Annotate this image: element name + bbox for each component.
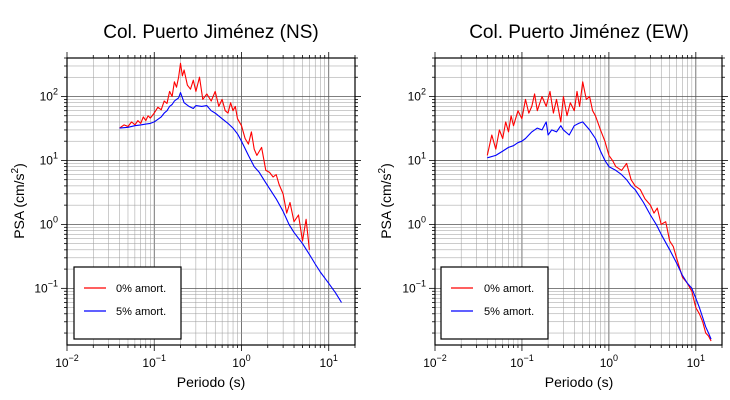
x-tick-label: 10−1 bbox=[510, 353, 534, 370]
x-tick-label: 10−2 bbox=[423, 353, 447, 370]
y-axis-label: PSA (cm/s2) bbox=[377, 163, 394, 239]
x-tick-label: 10−1 bbox=[142, 353, 166, 370]
legend-label-5pct: 5% amort. bbox=[116, 306, 166, 318]
plot-frame bbox=[66, 57, 356, 346]
x-axis-label: Periodo (s) bbox=[545, 374, 613, 390]
y-tick-label: 100 bbox=[40, 214, 58, 231]
y-tick-label: 100 bbox=[408, 214, 426, 231]
plot-frame bbox=[434, 57, 723, 346]
series-line-5pct bbox=[119, 92, 342, 303]
x-tick-label: 10−2 bbox=[55, 353, 79, 370]
ticks: 10−2 10−1 100 101 10−1 100 101 102 bbox=[402, 52, 728, 370]
series-layer bbox=[486, 81, 712, 342]
x-tick-label: 101 bbox=[687, 353, 705, 370]
legend-label-0pct: 0% amort. bbox=[116, 283, 166, 295]
x-tick-label: 100 bbox=[232, 353, 250, 370]
series-line-0pct bbox=[486, 81, 712, 342]
chart-title: Col. Puerto Jiménez (EW) bbox=[469, 22, 689, 43]
x-tick-label: 100 bbox=[600, 353, 618, 370]
legend-box bbox=[73, 266, 182, 340]
series-layer bbox=[119, 62, 342, 303]
chart-ew: Col. Puerto Jiménez (EW) 10−2 10−1 100 1011… bbox=[377, 22, 728, 390]
legend: 0% amort. 5% amort. bbox=[73, 266, 182, 340]
x-tick-label: 101 bbox=[320, 353, 338, 370]
series-line-0pct bbox=[119, 62, 310, 250]
y-tick-label: 10−1 bbox=[402, 278, 426, 295]
y-tick-label: 101 bbox=[40, 150, 58, 167]
y-tick-label: 102 bbox=[408, 86, 426, 103]
series-line-5pct bbox=[487, 121, 712, 340]
legend: 0% amort. 5% amort. bbox=[440, 266, 549, 340]
chart-title: Col. Puerto Jiménez (NS) bbox=[103, 22, 318, 43]
y-tick-label: 101 bbox=[408, 150, 426, 167]
y-axis-label: PSA (cm/s2) bbox=[10, 163, 27, 239]
chart-ns: Col. Puerto Jiménez (NS) 10−2 10−1 100 1011… bbox=[10, 22, 361, 390]
ticks: 10−2 10−1 100 101 10−1 100 101 102 bbox=[34, 52, 361, 370]
y-tick-label: 10−1 bbox=[34, 278, 58, 295]
x-axis-label: Periodo (s) bbox=[177, 374, 245, 390]
legend-box bbox=[440, 266, 549, 340]
legend-label-5pct: 5% amort. bbox=[484, 306, 534, 318]
y-tick-label: 102 bbox=[40, 86, 58, 103]
legend-label-0pct: 0% amort. bbox=[484, 283, 534, 295]
